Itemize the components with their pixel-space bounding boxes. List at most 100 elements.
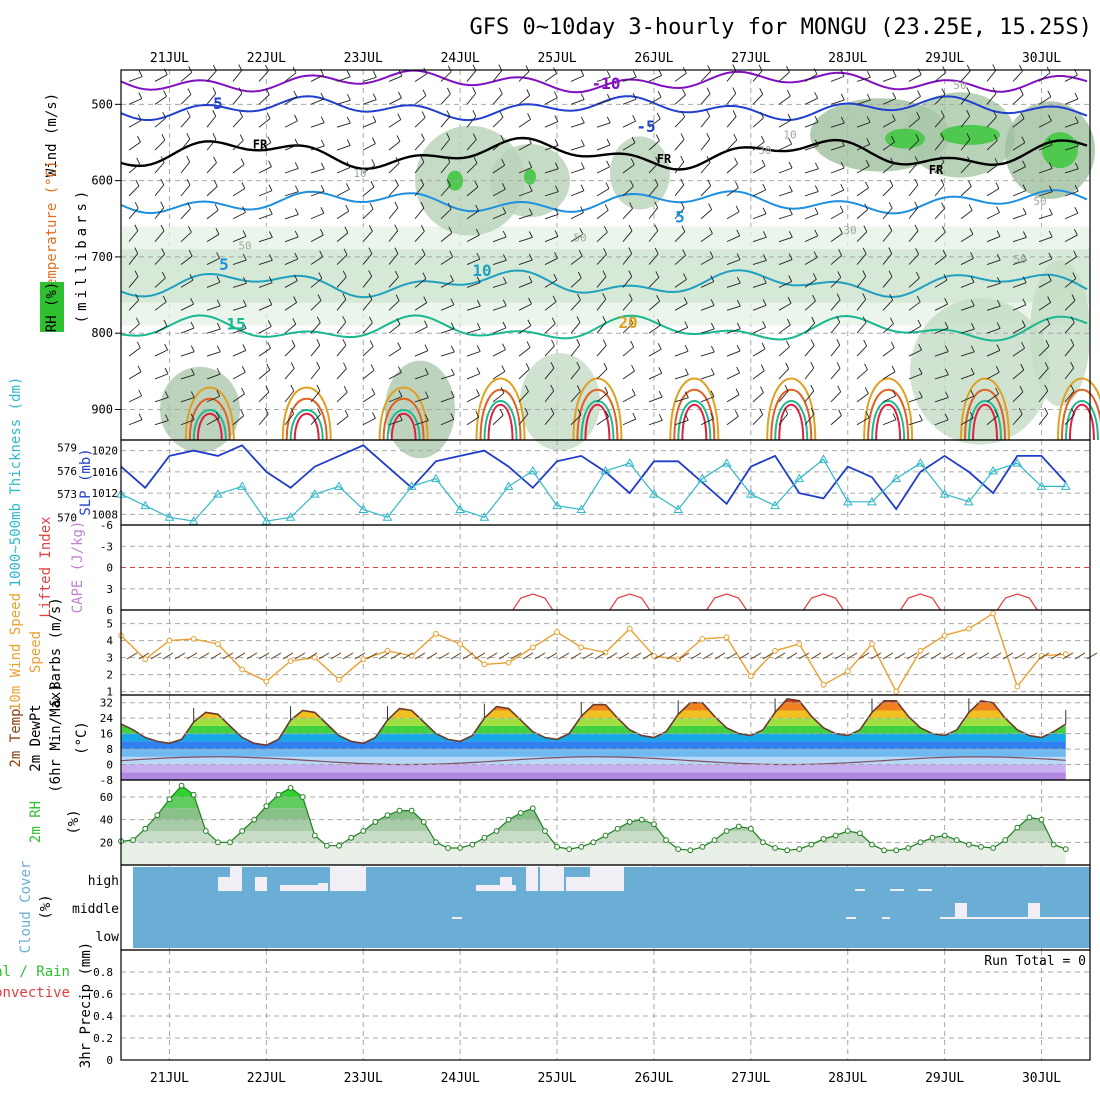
wind-barb [544,279,558,288]
wind-barb-flag [369,316,373,324]
wind-barb-flag [810,384,815,392]
wind-barb-flag [186,110,191,117]
wind-barb-flag [472,87,477,94]
wind-barb-flag [577,271,582,279]
label-temp-unit: (°C) [74,721,90,755]
rh-marker [408,807,415,814]
wind-barb-flag [447,202,452,210]
wind-barb [752,414,763,426]
wind-barb [648,300,660,311]
rh-contour-label: 50 [573,232,586,245]
wind-barb [492,164,505,174]
wind-speed-marker [1014,683,1021,690]
wind-barb [804,367,815,380]
wind-barb-10m [270,652,282,660]
wind-barb [648,162,659,174]
rh-marker [675,846,682,853]
wind-barb [128,276,139,288]
wind-barb [388,230,399,242]
wind-barb-flag [814,162,819,170]
wind-barb [206,281,221,288]
wind-barb [440,116,451,128]
wind-barb-flag [316,361,321,369]
rh-marker [1062,846,1069,853]
wind-barb-flag [840,139,845,146]
wind-barb-flag [812,273,817,280]
wind-barb [440,351,455,357]
wind-barb [206,139,217,151]
wind-barb-flag [970,367,975,375]
wind-barb-flag [398,69,403,77]
wind-barb [1064,74,1078,82]
wind-barb [726,187,739,197]
wind-barb [596,209,609,220]
wind-barb-flag [239,134,244,141]
wind-barb-flag [944,345,949,352]
rh-marker [251,816,258,823]
wind-barb [752,141,765,151]
rh-contour-label: 50 [238,239,251,252]
wind-barb [232,393,245,403]
cloud-high [526,867,538,891]
wind-speed-marker [166,637,173,644]
wind-barb [336,391,348,403]
wind-barb-10m [1050,652,1062,660]
wind-speed-marker [990,610,996,617]
ytick-label: 16 [100,728,113,741]
rh-marker [142,825,149,832]
ytick-thickness: 576 [57,465,77,478]
wind-barb-flag [421,111,426,118]
wind-speed-marker [772,647,778,654]
wind-barb-flag [242,299,247,307]
wind-barb [414,117,426,128]
wind-barb-flag [190,297,194,305]
wind-barb-flag [814,185,819,192]
wind-barb-flag [681,110,686,118]
wind-barb [154,277,166,288]
wind-barb-flag [914,224,919,232]
wind-barb [414,73,428,82]
wind-barb-flag [212,133,217,140]
rh-high-shading [940,124,1000,145]
wind-barb-10m [618,652,630,660]
wind-barb [934,419,949,426]
wind-speed-marker [311,654,318,661]
wind-barb-flag [580,93,585,100]
wind-barb-flag [161,248,165,255]
ytick-slp: 1020 [92,445,119,458]
label-convective: Convective [0,985,70,1001]
wind-barb [284,144,299,151]
wind-barb-flag [656,295,661,302]
cloud-high [230,867,242,891]
wind-barb [570,212,584,220]
wind-barb [934,351,949,357]
wind-barb-flag [658,390,663,398]
wind-barb-10m [246,652,258,660]
wind-barb-flag [162,295,167,303]
wind-barb [1012,413,1023,426]
date-labels-bottom: 21JUL 22JUL 23JUL 24JUL 25JUL 26JUL 27JUL 28JUL… [150,1071,1061,1086]
wind-barb [570,190,585,197]
wind-barb [544,191,559,197]
wind-barb [284,168,299,174]
thickness-marker [213,489,223,498]
wind-barb [310,122,325,128]
thickness-marker [164,512,175,521]
wind-barb-flag [528,208,533,215]
wind-barb-flag [216,367,221,375]
wind-barb [154,117,166,128]
wind-barb-10m [510,652,522,660]
ytick-label: 0.4 [93,1010,113,1023]
wind-barb [1064,414,1075,426]
wind-barb-flag [476,276,481,283]
wind-barb [804,121,819,128]
wind-barb-flag [422,89,427,96]
wind-barb-flag [632,93,637,100]
wind-barb-flag [1021,320,1026,327]
wind-barb-10m [294,652,306,660]
wind-barb-flag [838,409,842,416]
wind-barb-flag [344,409,349,417]
wind-barb-flag [940,110,945,117]
wind-barb-flag [863,339,868,347]
rh-marker [202,828,209,834]
